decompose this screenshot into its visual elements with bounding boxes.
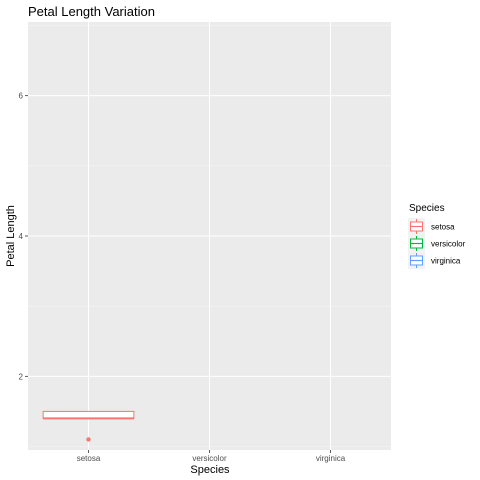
y-axis-ticks: 2 4 6: [19, 92, 28, 381]
box-body: [42, 410, 135, 419]
y-tick-label: 4: [19, 232, 24, 241]
legend-item-setosa: setosa: [408, 218, 455, 235]
x-tick-label: setosa: [77, 454, 101, 463]
box-setosa: [42, 410, 135, 442]
y-axis-title: Petal Length: [5, 205, 17, 267]
legend-item-virginica: virginica: [408, 252, 461, 269]
x-axis-title: Species: [190, 464, 230, 476]
legend-label: versicolor: [431, 240, 466, 249]
x-tick-label: versicolor: [192, 454, 227, 463]
grid-lines: [28, 22, 391, 450]
legend: Species setosa versicolor virginica: [408, 203, 466, 269]
legend-label: virginica: [431, 257, 461, 266]
x-tick-label: virginica: [316, 454, 346, 463]
y-tick-label: 2: [19, 372, 24, 381]
legend-item-versicolor: versicolor: [408, 235, 466, 252]
legend-title: Species: [409, 203, 445, 214]
chart-title: Petal Length Variation: [28, 4, 155, 19]
box-layer: [42, 410, 135, 442]
legend-label: setosa: [431, 223, 455, 232]
box-outlier-point: [86, 437, 91, 442]
x-axis-ticks: setosa versicolor virginica: [77, 450, 346, 463]
y-tick-label: 6: [19, 92, 24, 101]
